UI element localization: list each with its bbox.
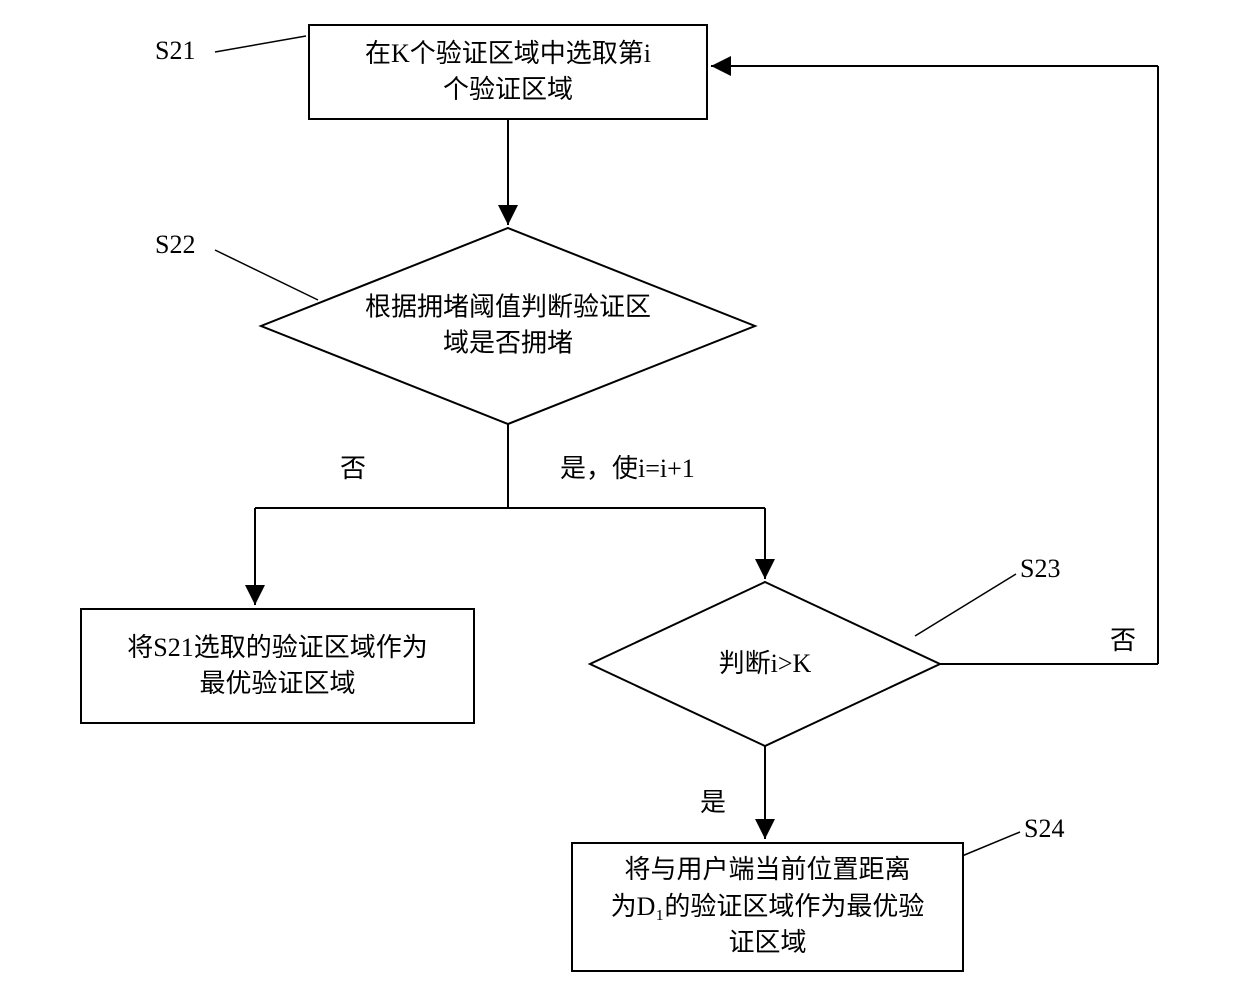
box-result-text: 将S21选取的验证区域作为 最优验证区域 xyxy=(127,630,427,703)
leader-s21 xyxy=(215,36,306,52)
label-s23: S23 xyxy=(1020,554,1060,584)
label-s24: S24 xyxy=(1024,814,1064,844)
diamond-s22-text: 根据拥堵阈值判断验证区 域是否拥堵 xyxy=(310,290,705,363)
box-result: 将S21选取的验证区域作为 最优验证区域 xyxy=(80,608,475,724)
label-s21: S21 xyxy=(155,36,195,66)
box-s21-text: 在K个验证区域中选取第i 个验证区域 xyxy=(365,36,651,109)
label-yes-inc: 是，使i=i+1 xyxy=(560,448,695,485)
box-s24-text: 将与用户端当前位置距离 为D₁的验证区域作为最优验 证区域 xyxy=(611,852,925,961)
diamond-s23: 判断i>K xyxy=(590,582,940,746)
label-no-s23: 否 xyxy=(1110,620,1136,657)
diamond-s23-text: 判断i>K xyxy=(625,646,905,682)
label-no-s22: 否 xyxy=(340,448,366,485)
label-s22: S22 xyxy=(155,230,195,260)
box-s21: 在K个验证区域中选取第i 个验证区域 xyxy=(308,24,708,120)
diamond-s22: 根据拥堵阈值判断验证区 域是否拥堵 xyxy=(261,228,755,424)
label-yes-s23: 是 xyxy=(700,782,726,819)
leader-s24 xyxy=(962,832,1020,856)
box-s24: 将与用户端当前位置距离 为D₁的验证区域作为最优验 证区域 xyxy=(571,842,964,972)
